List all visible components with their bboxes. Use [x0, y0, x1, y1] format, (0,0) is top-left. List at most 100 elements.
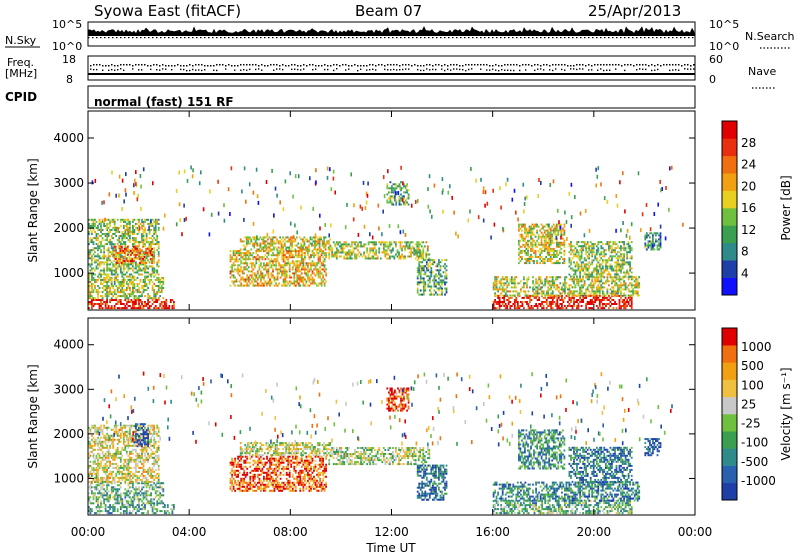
- power-cell: [153, 272, 155, 274]
- nsearch-dot: [104, 37, 106, 38]
- power-cell: [127, 254, 129, 256]
- freq-dot: [402, 69, 403, 70]
- power-cell: [427, 263, 429, 265]
- power-cell: [293, 283, 295, 285]
- power-cell: [147, 293, 149, 295]
- power-cell: [263, 262, 265, 264]
- power-cell: [424, 283, 426, 285]
- power-cell: [161, 277, 163, 279]
- power-cell: [319, 258, 321, 260]
- power-cell: [111, 297, 113, 299]
- freq-dot: [324, 69, 325, 70]
- power-cell: [102, 219, 104, 221]
- power-cell: [575, 247, 577, 249]
- power-cell: [594, 295, 596, 297]
- freq-dot: [609, 70, 610, 71]
- power-cell: [425, 241, 427, 243]
- power-cell: [417, 288, 419, 290]
- power-cell: [138, 243, 140, 245]
- nave-dot: [366, 65, 368, 67]
- power-cell: [538, 250, 540, 252]
- power-cell: [522, 303, 524, 305]
- power-cell: [124, 293, 126, 295]
- power-cell: [521, 258, 523, 260]
- power-cell: [158, 219, 160, 221]
- nave-dot: [408, 64, 410, 66]
- power-cell: [248, 250, 250, 252]
- power-cell: [390, 200, 392, 202]
- power-cell: [96, 281, 98, 283]
- power-cell: [254, 272, 256, 274]
- power-cell: [257, 283, 259, 285]
- power-cell: [517, 282, 519, 284]
- power-cell: [544, 250, 546, 252]
- power-cell: [527, 234, 529, 236]
- power-cell: [587, 241, 589, 243]
- nsearch-dot: [408, 37, 410, 38]
- power-cell: [252, 277, 254, 279]
- power-cell: [534, 297, 536, 299]
- power-cell: [263, 285, 265, 287]
- nave-dot: [108, 65, 110, 67]
- power-cell: [537, 280, 539, 282]
- nave-dot: [210, 65, 212, 67]
- power-cell: [103, 270, 105, 272]
- power-cell: [620, 282, 622, 284]
- power-cell: [239, 274, 241, 276]
- power-cell: [356, 247, 358, 249]
- power-cell: [611, 265, 613, 267]
- power-cell: [114, 265, 116, 267]
- power-cell: [527, 252, 529, 254]
- freq-dot: [564, 70, 565, 71]
- power-cell: [544, 232, 546, 234]
- power-cell: [298, 268, 300, 270]
- power-cell: [572, 257, 574, 259]
- power-cell: [289, 274, 291, 276]
- power-cell: [547, 292, 549, 294]
- freq-dot: [180, 69, 181, 70]
- power-cell: [560, 224, 562, 226]
- nave-dot: [93, 64, 95, 66]
- power-cell: [156, 272, 158, 274]
- power-cell: [391, 185, 393, 187]
- power-cell: [603, 249, 605, 251]
- power-cell: [276, 238, 278, 240]
- power-cell: [155, 305, 157, 307]
- power-cell: [536, 224, 538, 226]
- power-cell: [137, 272, 139, 274]
- power-cell: [240, 283, 242, 285]
- power-cell: [644, 243, 646, 245]
- power-cell: [546, 299, 548, 301]
- power-cell: [404, 256, 406, 258]
- nsearch-dot: [652, 37, 654, 38]
- power-cell: [564, 242, 566, 244]
- power-cell: [334, 254, 336, 256]
- power-cell: [538, 234, 540, 236]
- power-cell: [560, 234, 562, 236]
- power-cell: [509, 290, 511, 292]
- power-cell: [521, 256, 523, 258]
- power-cell: [566, 286, 568, 288]
- power-cell: [579, 297, 581, 299]
- power-cell: [400, 204, 402, 206]
- power-cell: [535, 236, 537, 238]
- power-cell: [109, 229, 111, 231]
- power-cell: [403, 191, 405, 193]
- power-cell: [278, 254, 280, 256]
- freq-dot: [555, 68, 556, 69]
- power-cell: [418, 247, 420, 249]
- nsearch-dot: [684, 37, 686, 38]
- power-cell: [587, 286, 589, 288]
- nsearch-dot: [92, 37, 94, 38]
- freq-dot: [360, 69, 361, 70]
- power-cell: [535, 297, 537, 299]
- power-cell: [322, 281, 324, 283]
- power-cell: [437, 275, 439, 277]
- power-cell: [528, 290, 530, 292]
- power-cell: [590, 292, 592, 294]
- power-cell: [523, 284, 525, 286]
- nsearch-dot: [676, 37, 678, 38]
- power-cell: [138, 245, 140, 247]
- power-cell: [430, 273, 432, 275]
- power-cell: [610, 276, 612, 278]
